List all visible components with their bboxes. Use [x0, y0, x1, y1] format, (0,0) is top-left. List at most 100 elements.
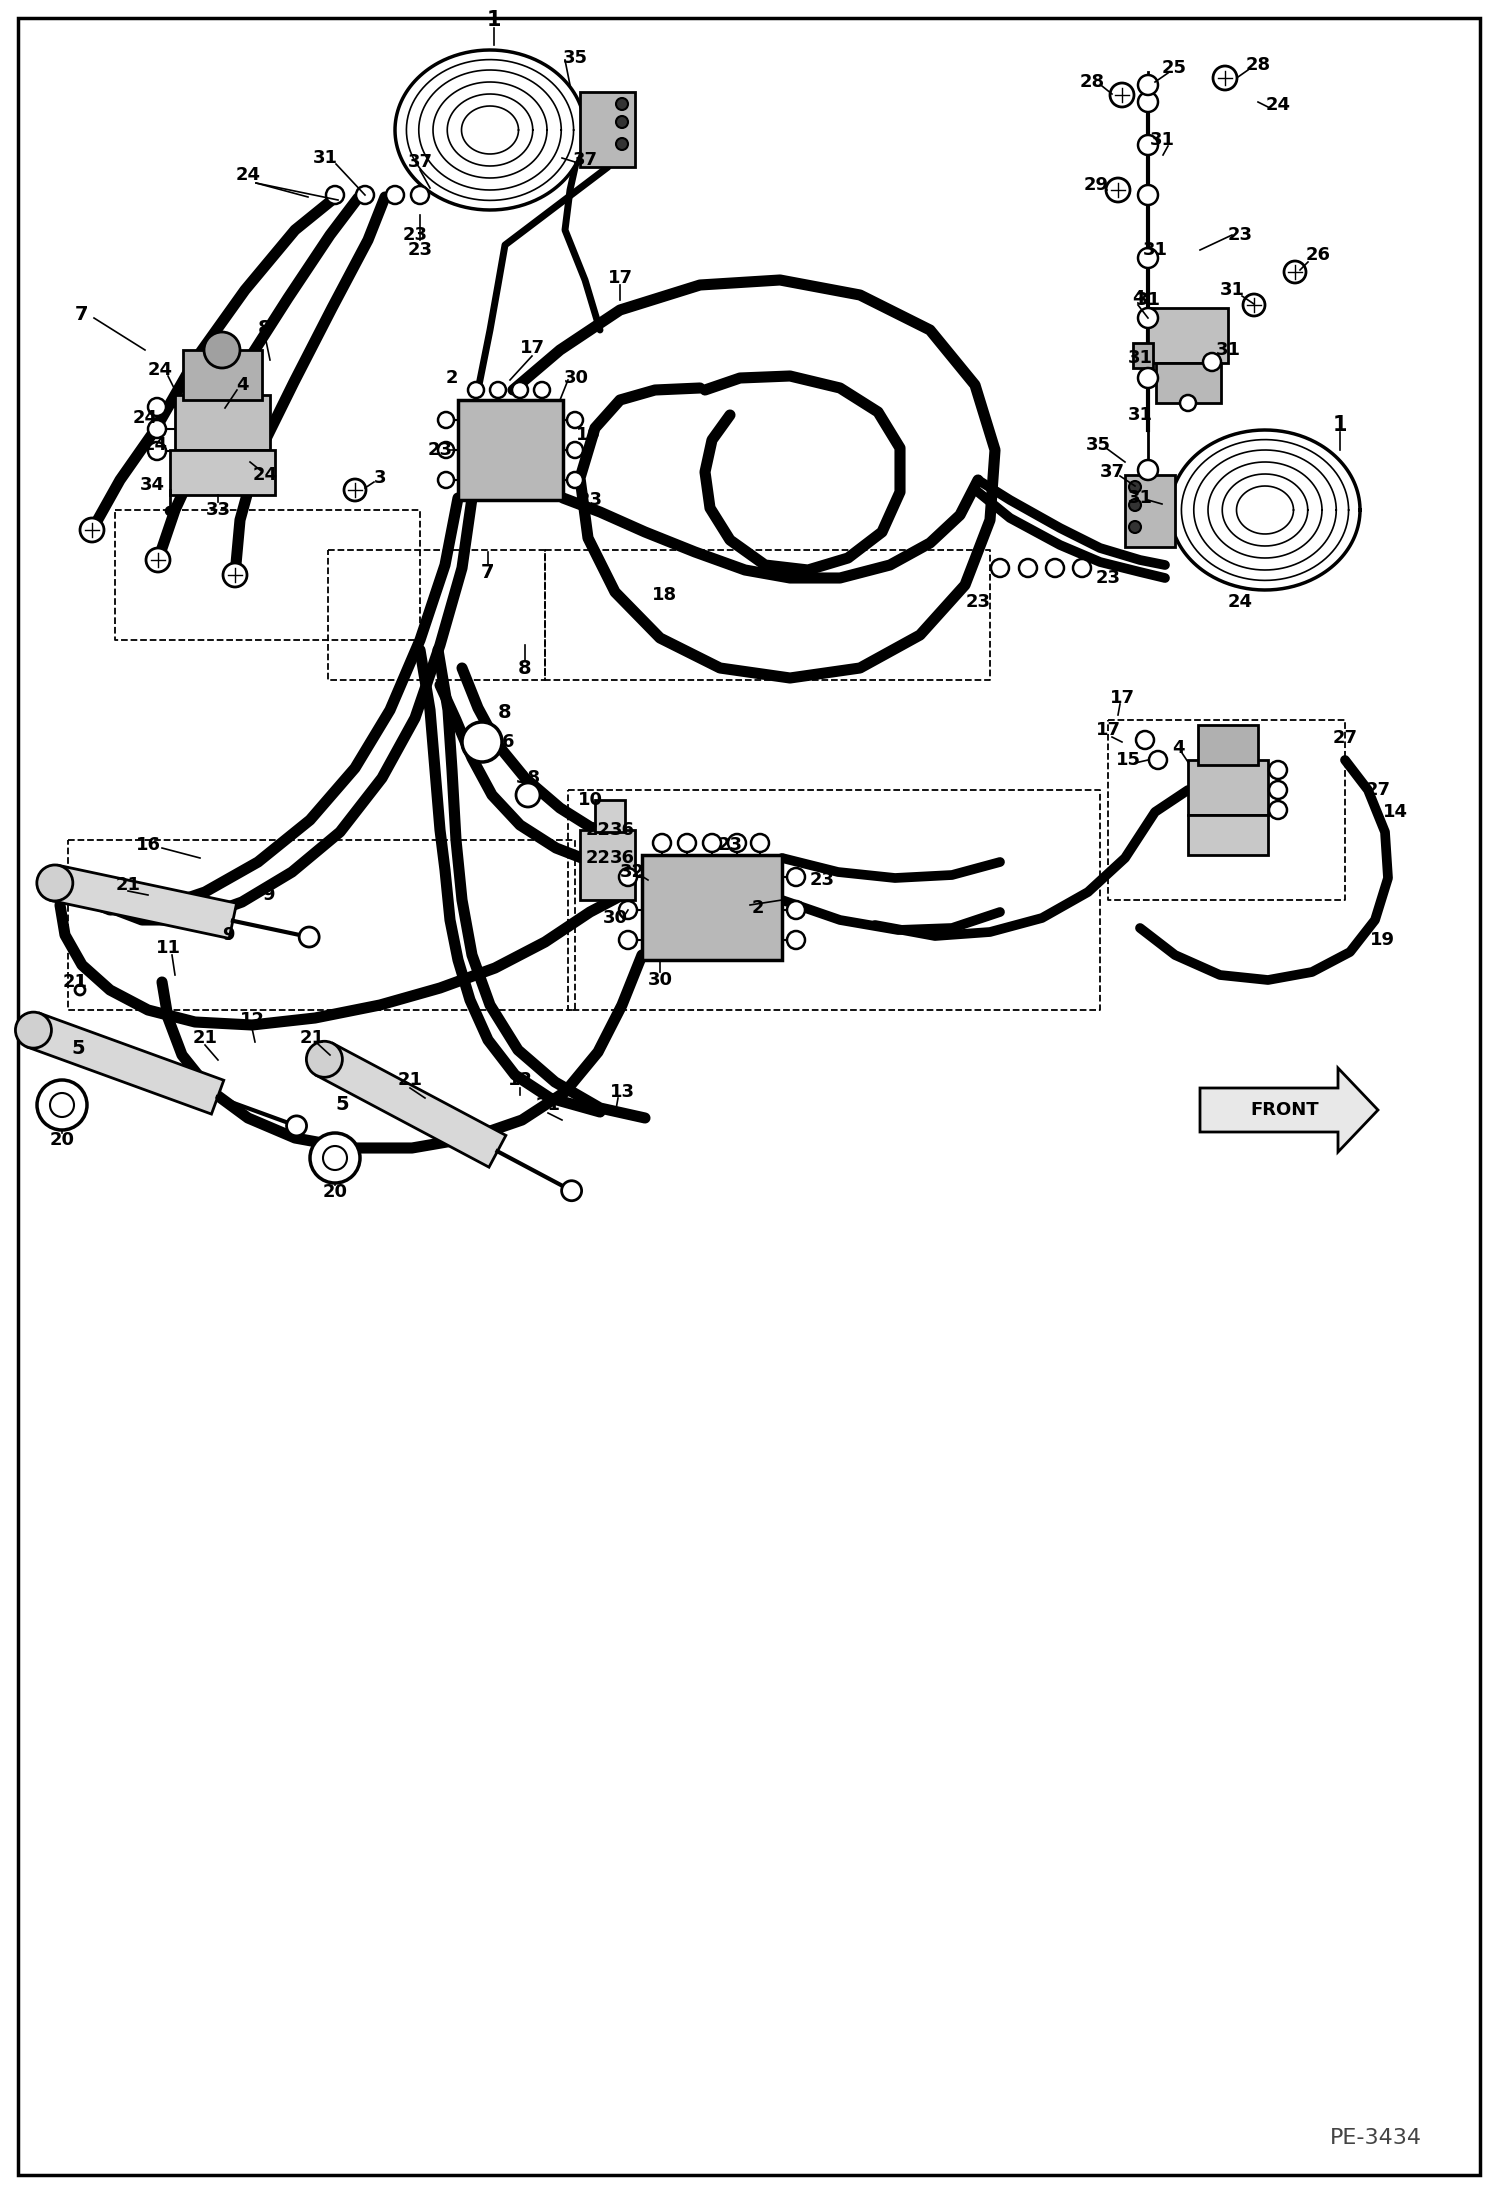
- Circle shape: [619, 868, 637, 886]
- Text: 28: 28: [1245, 57, 1270, 75]
- Circle shape: [410, 186, 428, 204]
- Text: 4: 4: [1132, 289, 1144, 307]
- Text: 20: 20: [49, 1132, 75, 1149]
- Circle shape: [166, 507, 174, 515]
- Circle shape: [145, 548, 169, 572]
- Text: 31: 31: [1128, 489, 1152, 507]
- Text: 17: 17: [520, 340, 544, 357]
- Text: 24: 24: [1227, 592, 1252, 612]
- Bar: [458, 399, 563, 500]
- Circle shape: [616, 116, 628, 127]
- Circle shape: [512, 382, 527, 397]
- Text: 23: 23: [403, 226, 427, 243]
- Circle shape: [79, 518, 103, 542]
- Circle shape: [204, 331, 240, 368]
- Text: 34: 34: [139, 476, 165, 493]
- Circle shape: [679, 833, 697, 853]
- Bar: [580, 829, 635, 899]
- Text: 24: 24: [147, 362, 172, 379]
- Circle shape: [568, 443, 583, 458]
- Text: 23: 23: [1227, 226, 1252, 243]
- Text: 33: 33: [205, 500, 231, 520]
- Circle shape: [619, 932, 637, 950]
- Bar: [1132, 342, 1153, 368]
- Text: 8: 8: [518, 658, 532, 678]
- Bar: [1188, 761, 1267, 816]
- Circle shape: [992, 559, 1010, 577]
- Circle shape: [148, 421, 166, 439]
- Circle shape: [37, 1079, 87, 1129]
- Text: 30: 30: [602, 910, 628, 928]
- Circle shape: [461, 721, 502, 761]
- Circle shape: [1138, 184, 1158, 204]
- Text: 31: 31: [1128, 406, 1152, 423]
- Text: 11: 11: [156, 939, 180, 956]
- Text: 24: 24: [1266, 96, 1290, 114]
- Text: 31: 31: [1149, 132, 1174, 149]
- Text: 9: 9: [222, 925, 234, 943]
- Polygon shape: [395, 50, 586, 211]
- Text: 17: 17: [1110, 689, 1134, 706]
- Text: 16: 16: [135, 836, 160, 853]
- Circle shape: [533, 382, 550, 397]
- Text: 21: 21: [115, 875, 141, 895]
- Text: 7: 7: [75, 305, 88, 325]
- Text: 24: 24: [253, 465, 277, 485]
- Text: 37: 37: [572, 151, 598, 169]
- Text: 31: 31: [1219, 281, 1245, 298]
- Bar: [1156, 364, 1221, 404]
- Circle shape: [49, 1092, 73, 1116]
- Bar: [643, 855, 782, 961]
- Bar: [1198, 726, 1258, 765]
- Circle shape: [515, 783, 539, 807]
- Bar: [183, 351, 262, 399]
- Circle shape: [568, 412, 583, 428]
- Text: 35: 35: [1086, 436, 1110, 454]
- Text: 23: 23: [1095, 568, 1121, 588]
- Text: 8: 8: [258, 318, 271, 338]
- Circle shape: [1129, 480, 1141, 493]
- Text: 12: 12: [508, 1070, 532, 1090]
- Bar: [169, 450, 276, 496]
- Text: 32: 32: [620, 864, 644, 882]
- Circle shape: [357, 186, 374, 204]
- Circle shape: [148, 397, 166, 417]
- Bar: [1147, 307, 1228, 364]
- Circle shape: [1138, 248, 1158, 268]
- Text: 22: 22: [586, 820, 611, 840]
- Polygon shape: [1170, 430, 1360, 590]
- Text: 27: 27: [1333, 728, 1357, 748]
- Circle shape: [437, 443, 454, 458]
- Circle shape: [310, 1134, 360, 1182]
- Circle shape: [300, 928, 319, 947]
- Circle shape: [728, 833, 746, 853]
- Circle shape: [1129, 500, 1141, 511]
- Circle shape: [1213, 66, 1237, 90]
- Circle shape: [562, 1180, 581, 1202]
- Circle shape: [1269, 781, 1287, 798]
- Bar: [175, 395, 270, 450]
- Circle shape: [1138, 307, 1158, 329]
- Text: 7: 7: [481, 561, 494, 581]
- Circle shape: [653, 833, 671, 853]
- Text: 28: 28: [1080, 72, 1104, 90]
- Text: 23: 23: [427, 441, 452, 458]
- Circle shape: [327, 186, 345, 204]
- Text: 8: 8: [499, 702, 512, 721]
- Polygon shape: [316, 1044, 506, 1167]
- Circle shape: [307, 1042, 343, 1077]
- Circle shape: [324, 1147, 348, 1171]
- Text: 14: 14: [1383, 803, 1408, 820]
- Bar: [1188, 816, 1267, 855]
- Polygon shape: [1200, 1068, 1378, 1151]
- Text: 23: 23: [578, 491, 602, 509]
- Circle shape: [345, 478, 366, 500]
- Text: 29: 29: [1083, 175, 1109, 193]
- Text: 20: 20: [322, 1182, 348, 1202]
- Text: 19: 19: [1369, 932, 1395, 950]
- Text: 31: 31: [1143, 241, 1167, 259]
- Text: 18: 18: [653, 586, 677, 603]
- Circle shape: [1138, 368, 1158, 388]
- Text: 37: 37: [407, 154, 433, 171]
- Circle shape: [1138, 461, 1158, 480]
